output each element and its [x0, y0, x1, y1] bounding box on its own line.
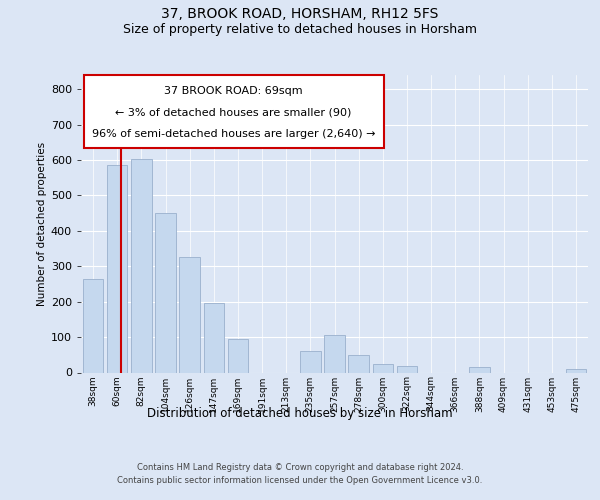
Bar	[155, 213, 176, 372]
Bar	[203, 304, 224, 372]
Bar	[179, 256, 200, 372]
Bar	[131, 160, 152, 372]
Text: Distribution of detached houses by size in Horsham: Distribution of detached houses by size …	[147, 408, 453, 420]
Text: Contains HM Land Registry data © Crown copyright and database right 2024.: Contains HM Land Registry data © Crown c…	[137, 462, 463, 471]
Text: Contains public sector information licensed under the Open Government Licence v3: Contains public sector information licen…	[118, 476, 482, 485]
Text: Size of property relative to detached houses in Horsham: Size of property relative to detached ho…	[123, 24, 477, 36]
Bar	[397, 366, 417, 372]
Bar	[566, 369, 586, 372]
Bar	[324, 336, 345, 372]
Y-axis label: Number of detached properties: Number of detached properties	[37, 142, 47, 306]
Text: 37, BROOK ROAD, HORSHAM, RH12 5FS: 37, BROOK ROAD, HORSHAM, RH12 5FS	[161, 8, 439, 22]
Bar	[349, 355, 369, 372]
Bar	[83, 278, 103, 372]
Text: ← 3% of detached houses are smaller (90): ← 3% of detached houses are smaller (90)	[115, 108, 352, 118]
Text: 37 BROOK ROAD: 69sqm: 37 BROOK ROAD: 69sqm	[164, 86, 303, 96]
Bar	[373, 364, 393, 372]
Bar	[300, 351, 320, 372]
Bar	[469, 367, 490, 372]
Text: 96% of semi-detached houses are larger (2,640) →: 96% of semi-detached houses are larger (…	[92, 130, 375, 140]
Bar	[227, 339, 248, 372]
Bar	[107, 166, 127, 372]
